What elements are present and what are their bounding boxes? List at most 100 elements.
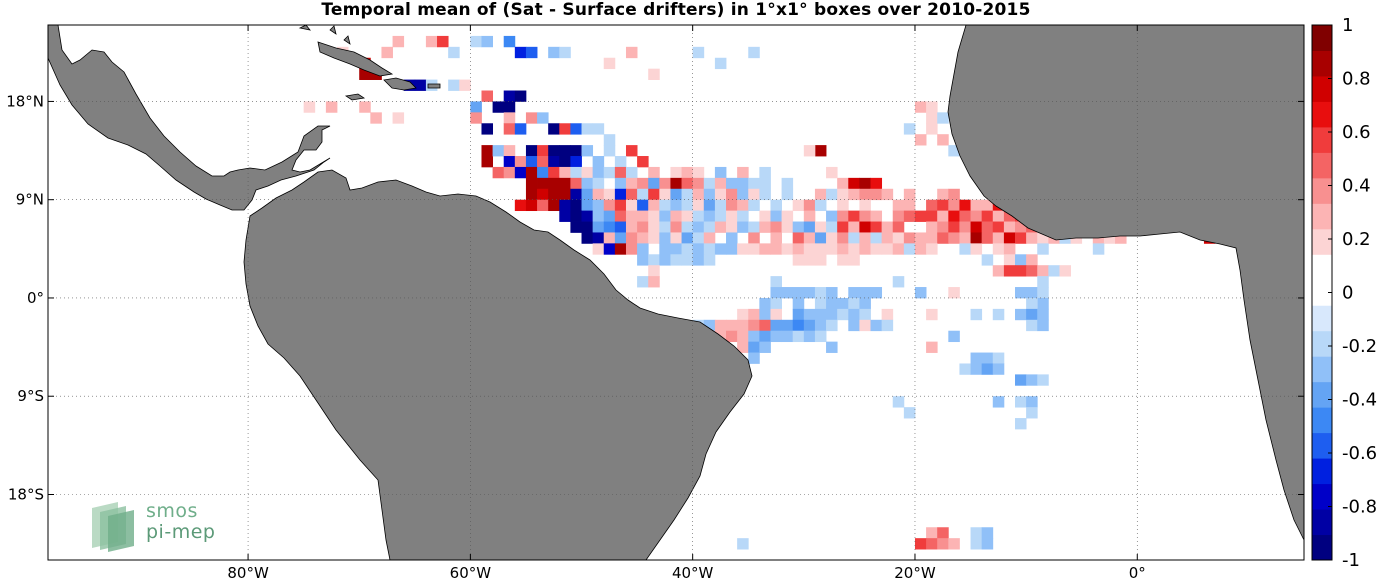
heatmap-cell bbox=[637, 156, 649, 168]
heatmap-cells bbox=[303, 35, 1216, 550]
heatmap-cell bbox=[926, 123, 938, 135]
heatmap-cell bbox=[881, 319, 894, 332]
heatmap-cell bbox=[1015, 374, 1027, 386]
heatmap-cell bbox=[848, 210, 860, 222]
heatmap-cell bbox=[803, 330, 816, 343]
heatmap-cell bbox=[525, 166, 538, 179]
heatmap-cell bbox=[726, 199, 738, 212]
heatmap-cell bbox=[826, 188, 838, 201]
heatmap-cell bbox=[859, 221, 871, 233]
heatmap-cell bbox=[914, 243, 927, 255]
heatmap-cell bbox=[870, 177, 883, 190]
heatmap-cell bbox=[648, 188, 660, 201]
heatmap-cell bbox=[625, 46, 638, 59]
colorbar-segment bbox=[1312, 25, 1332, 51]
heatmap-cell bbox=[392, 112, 405, 124]
heatmap-cell bbox=[670, 166, 682, 179]
heatmap-cell bbox=[737, 199, 749, 212]
heatmap-cell bbox=[559, 199, 571, 212]
heatmap-cell bbox=[859, 297, 871, 310]
heatmap-cell bbox=[926, 527, 938, 539]
heatmap-cell bbox=[1115, 232, 1127, 244]
x-tick-label: 20°W bbox=[894, 564, 936, 582]
colorbar-segment bbox=[1312, 407, 1332, 434]
heatmap-cell bbox=[1037, 374, 1049, 386]
heatmap-cell bbox=[737, 177, 749, 190]
heatmap-cell bbox=[670, 199, 682, 212]
heatmap-cell bbox=[1026, 407, 1038, 419]
heatmap-cell bbox=[948, 221, 960, 233]
heatmap-cell bbox=[603, 221, 616, 233]
colorbar-segment bbox=[1312, 356, 1332, 383]
colorbar-segment bbox=[1312, 203, 1332, 230]
heatmap-cell bbox=[325, 101, 338, 113]
heatmap-cell bbox=[937, 188, 949, 201]
heatmap-cell bbox=[981, 363, 994, 375]
map-axis-ticks: 80°W 60°W 40°W 20°W 0° 18°N 9°N 0° 9°S 18°S bbox=[6, 25, 1304, 582]
heatmap-cell bbox=[603, 243, 616, 255]
heatmap-cell bbox=[737, 210, 749, 222]
heatmap-cell bbox=[592, 177, 605, 190]
heatmap-cell bbox=[570, 199, 582, 212]
heatmap-cell bbox=[603, 210, 616, 222]
heatmap-cell bbox=[826, 297, 838, 310]
heatmap-cell bbox=[992, 352, 1005, 364]
heatmap-cell bbox=[803, 308, 816, 321]
heatmap-cell bbox=[926, 101, 938, 113]
heatmap-cell bbox=[959, 363, 971, 375]
heatmap-cell bbox=[959, 199, 971, 212]
heatmap-cell bbox=[959, 210, 971, 222]
heatmap-cell bbox=[748, 188, 760, 201]
heatmap-cell bbox=[837, 243, 849, 255]
heatmap-cell bbox=[525, 199, 538, 212]
heatmap-cell bbox=[792, 232, 805, 244]
heatmap-cell bbox=[881, 232, 894, 244]
heatmap-cell bbox=[759, 177, 771, 190]
heatmap-cell bbox=[792, 243, 805, 255]
heatmap-cell bbox=[948, 330, 960, 343]
y-tick-label: 18°N bbox=[6, 92, 44, 110]
heatmap-cell bbox=[737, 319, 749, 332]
colorbar-tick-label: -0.6 bbox=[1342, 443, 1377, 464]
heatmap-cell bbox=[848, 254, 860, 266]
heatmap-cell bbox=[659, 254, 671, 266]
heatmap-cell bbox=[559, 145, 571, 157]
heatmap-cell bbox=[881, 243, 894, 255]
heatmap-cell bbox=[992, 243, 1005, 255]
heatmap-cell bbox=[537, 145, 549, 157]
heatmap-cell bbox=[470, 35, 482, 48]
heatmap-cell bbox=[837, 232, 849, 244]
heatmap-cell bbox=[992, 210, 1005, 222]
heatmap-cell bbox=[692, 254, 705, 266]
heatmap-cell bbox=[603, 199, 616, 212]
heatmap-cell bbox=[637, 199, 649, 212]
heatmap-cell bbox=[981, 527, 994, 539]
heatmap-cell bbox=[648, 210, 660, 222]
heatmap-cell bbox=[681, 166, 694, 179]
heatmap-cell bbox=[837, 177, 849, 190]
heatmap-cell bbox=[692, 232, 705, 244]
colorbar-tick-label: 0.6 bbox=[1342, 122, 1371, 143]
heatmap-cell bbox=[970, 243, 983, 255]
heatmap-cell bbox=[814, 319, 827, 332]
heatmap-cell bbox=[703, 210, 716, 222]
heatmap-cell bbox=[559, 177, 571, 190]
heatmap-cell bbox=[525, 46, 538, 59]
heatmap-cell bbox=[981, 254, 994, 266]
heatmap-cell bbox=[648, 276, 660, 288]
heatmap-cell bbox=[525, 156, 538, 168]
y-tick-label: 9°N bbox=[16, 191, 44, 209]
heatmap-cell bbox=[748, 319, 760, 332]
heatmap-cell bbox=[903, 199, 916, 212]
heatmap-cell bbox=[514, 90, 527, 102]
heatmap-cell bbox=[1092, 243, 1105, 255]
heatmap-cell bbox=[781, 188, 794, 201]
heatmap-cell bbox=[614, 156, 627, 168]
heatmap-cell bbox=[770, 243, 782, 255]
heatmap-cell bbox=[537, 156, 549, 168]
heatmap-cell bbox=[1048, 265, 1060, 277]
colorbar-tick-label: 0 bbox=[1342, 283, 1353, 304]
heatmap-cell bbox=[370, 112, 382, 124]
heatmap-cell bbox=[1026, 254, 1038, 266]
heatmap-cell bbox=[926, 308, 938, 321]
